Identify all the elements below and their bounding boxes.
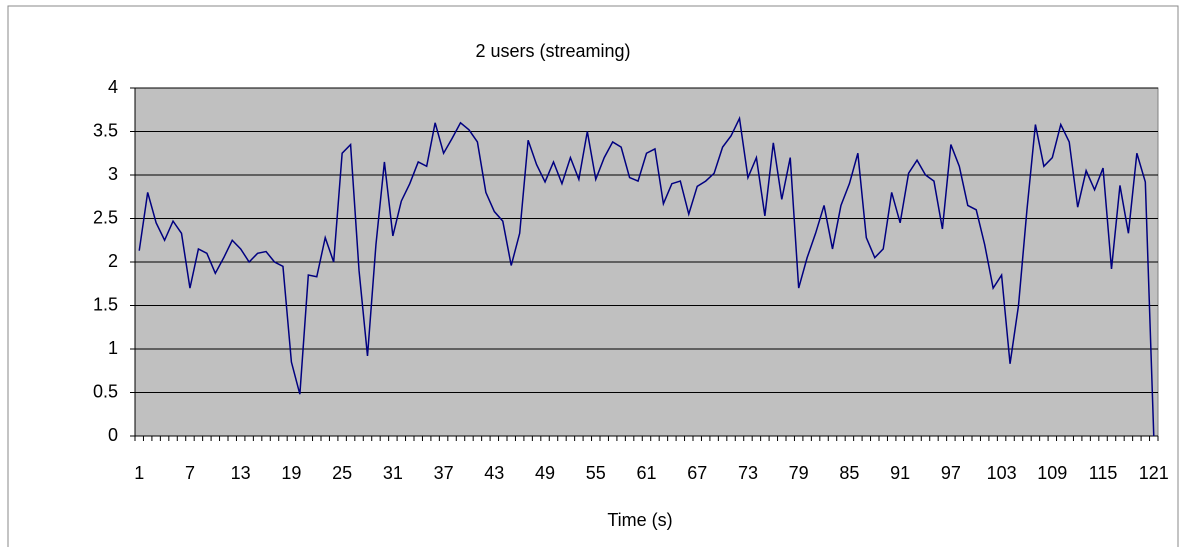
y-tick-label: 2.5	[93, 207, 118, 227]
x-tick-label: 115	[1089, 463, 1118, 483]
y-tick-label: 1.5	[93, 294, 118, 314]
x-tick-label: 109	[1037, 463, 1067, 483]
x-tick-label: 121	[1139, 463, 1169, 483]
x-tick-label: 13	[231, 463, 251, 483]
chart-title: 2 users (streaming)	[475, 41, 630, 61]
y-tick-label: 3	[108, 164, 118, 184]
x-tick-label: 103	[987, 463, 1017, 483]
x-tick-label: 73	[738, 463, 758, 483]
x-tick-label: 49	[535, 463, 555, 483]
y-tick-label: 2	[108, 251, 118, 271]
x-tick-label: 97	[941, 463, 961, 483]
x-tick-label: 25	[332, 463, 352, 483]
x-tick-label: 85	[839, 463, 859, 483]
x-axis-label: Time (s)	[607, 510, 672, 530]
x-tick-label: 43	[484, 463, 504, 483]
x-tick-label: 79	[789, 463, 809, 483]
x-tick-label: 19	[281, 463, 301, 483]
x-tick-label: 55	[586, 463, 606, 483]
y-tick-label: 1	[108, 338, 118, 358]
x-tick-label: 91	[890, 463, 910, 483]
chart-frame	[7, 5, 1179, 547]
data-line	[138, 115, 1155, 437]
x-tick-label: 31	[383, 463, 403, 483]
x-tick-label: 1	[134, 463, 144, 483]
x-tick-label: 7	[185, 463, 195, 483]
x-tick-label: 67	[687, 463, 707, 483]
y-tick-label: 0.5	[93, 381, 118, 401]
x-tick-label: 37	[434, 463, 454, 483]
y-tick-label: 0	[108, 425, 118, 445]
y-tick-label: 3.5	[93, 120, 118, 140]
x-tick-label: 61	[636, 463, 656, 483]
y-tick-label: 4	[108, 77, 118, 97]
